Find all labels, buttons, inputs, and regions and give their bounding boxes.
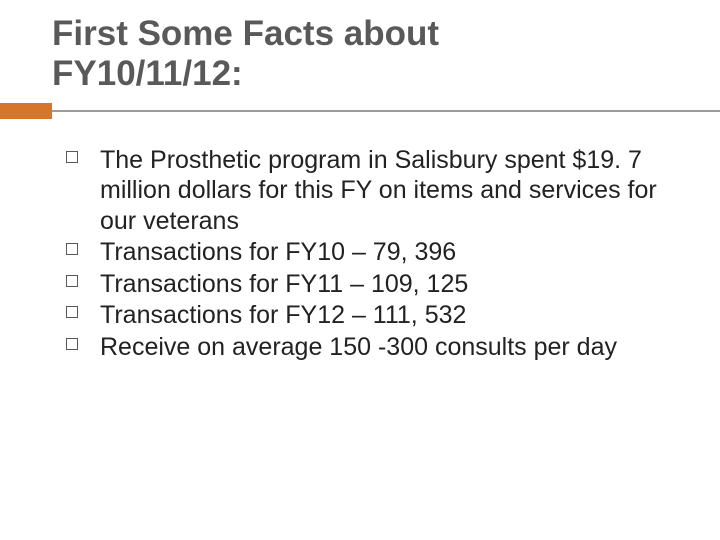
list-item-text: Transactions for FY12 – 111, 532 (100, 301, 466, 329)
horizontal-rule (52, 110, 720, 112)
content-area: The Prosthetic program in Salisbury spen… (0, 119, 720, 363)
square-bullet-icon (66, 243, 78, 255)
list-item-text: Receive on average 150 -300 consults per… (100, 333, 617, 361)
list-item: Transactions for FY10 – 79, 396 (66, 237, 668, 268)
bullet-list: The Prosthetic program in Salisbury spen… (66, 145, 668, 363)
title-line-2: FY10/11/12: (52, 54, 243, 93)
list-item-text: Transactions for FY11 – 109, 125 (100, 270, 468, 298)
title-underline (0, 103, 720, 119)
title-line-1: First Some Facts about (52, 14, 439, 53)
title-block: First Some Facts about FY10/11/12: (0, 0, 720, 95)
list-item: Transactions for FY12 – 111, 532 (66, 300, 668, 331)
slide-title: First Some Facts about FY10/11/12: (52, 14, 720, 95)
list-item: Receive on average 150 -300 consults per… (66, 332, 668, 363)
square-bullet-icon (66, 275, 78, 287)
square-bullet-icon (66, 151, 78, 163)
list-item: The Prosthetic program in Salisbury spen… (66, 145, 668, 237)
square-bullet-icon (66, 306, 78, 318)
list-item: Transactions for FY11 – 109, 125 (66, 269, 668, 300)
square-bullet-icon (66, 338, 78, 350)
accent-bar (0, 103, 52, 119)
list-item-text: Transactions for FY10 – 79, 396 (100, 238, 456, 266)
list-item-text: The Prosthetic program in Salisbury spen… (100, 146, 657, 235)
slide: { "title": { "line1": "First Some Facts … (0, 0, 720, 540)
